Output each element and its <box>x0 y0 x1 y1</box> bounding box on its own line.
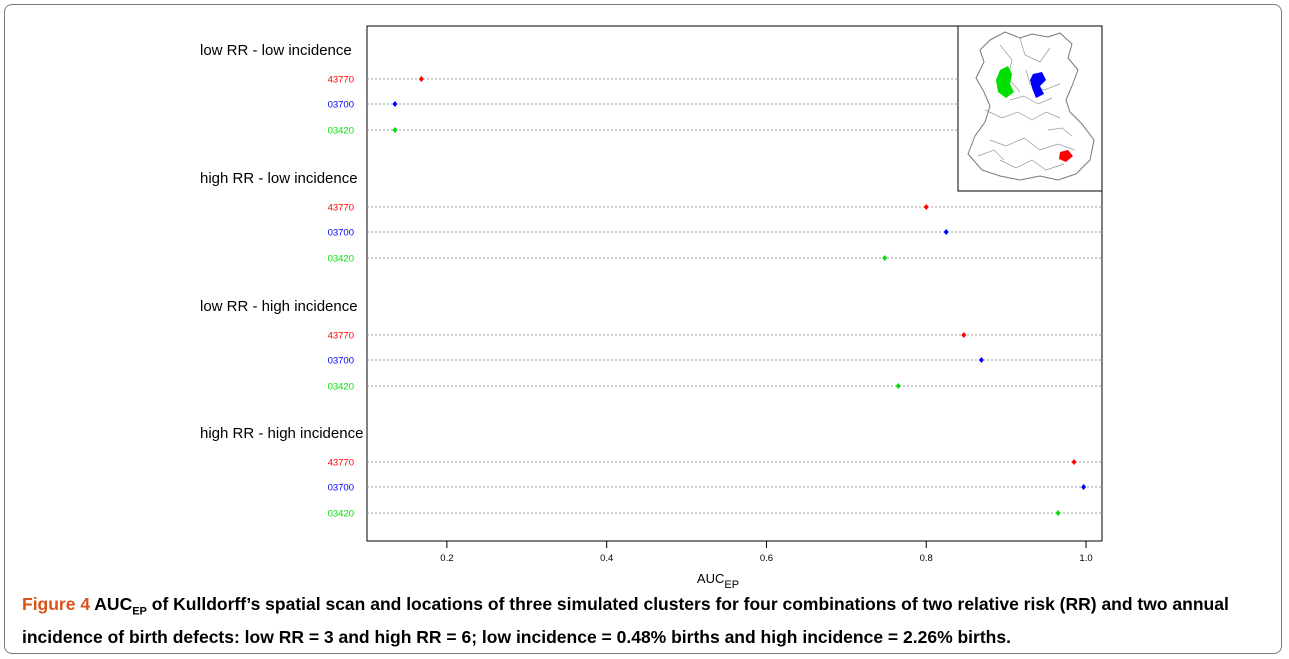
map-border <box>977 149 1005 161</box>
series-label: 03700 <box>328 483 354 494</box>
data-point <box>978 357 984 363</box>
data-point <box>882 255 888 261</box>
data-point <box>923 204 929 210</box>
data-point <box>1055 510 1061 516</box>
x-tick-label: 0.2 <box>440 553 453 564</box>
dot-chart: low RR - low incidence 43770 03700 03420 hig… <box>200 25 1103 590</box>
cluster-43770 <box>1059 150 1073 162</box>
series-label: 43770 <box>328 458 354 469</box>
x-axis-label: AUCEP <box>697 571 739 590</box>
map-border <box>999 44 1021 93</box>
data-point <box>943 229 949 235</box>
map-border <box>1009 95 1053 105</box>
series-label: 03420 <box>328 254 354 265</box>
series-label: 03420 <box>328 382 354 393</box>
map-border <box>1047 127 1073 137</box>
data-point <box>418 76 424 82</box>
map-border <box>989 137 1076 151</box>
figure-caption: Figure 4 AUCEP of Kulldorff’s spatial sc… <box>22 592 1272 650</box>
data-point <box>1071 459 1077 465</box>
caption-auc: AUC <box>94 594 133 614</box>
series-label: 03420 <box>328 509 354 520</box>
x-tick-label: 0.4 <box>600 553 613 564</box>
map-border <box>984 109 1061 121</box>
series-label: 43770 <box>328 75 354 86</box>
figure-frame <box>4 4 1282 654</box>
region-map-outline <box>967 31 1095 181</box>
cluster-03700 <box>1030 72 1046 98</box>
x-tick-label: 0.6 <box>760 553 773 564</box>
caption-text: of Kulldorff’s spatial scan and location… <box>22 594 1229 647</box>
series-label: 43770 <box>328 331 354 342</box>
data-point <box>961 332 967 338</box>
group-label: low RR - high incidence <box>200 298 358 315</box>
data-point <box>1081 484 1087 490</box>
series-label: 03700 <box>328 228 354 239</box>
data-point <box>895 383 901 389</box>
series-label: 03420 <box>328 126 354 137</box>
x-tick-label: 1.0 <box>1079 553 1092 564</box>
data-point <box>392 127 398 133</box>
caption-auc-sub: EP <box>132 605 147 618</box>
map-border <box>1019 37 1051 63</box>
plot-area <box>366 25 1103 542</box>
group-label: high RR - low incidence <box>200 170 358 187</box>
group-label: low RR - low incidence <box>200 42 352 59</box>
series-label: 03700 <box>328 100 354 111</box>
series-label: 03700 <box>328 356 354 367</box>
group-label: high RR - high incidence <box>200 425 363 442</box>
data-point <box>392 101 398 107</box>
x-tick-label: 0.8 <box>920 553 933 564</box>
series-label: 43770 <box>328 203 354 214</box>
cluster-03420 <box>996 66 1014 98</box>
map-border <box>999 159 1065 171</box>
figure-label: Figure 4 <box>22 594 91 614</box>
